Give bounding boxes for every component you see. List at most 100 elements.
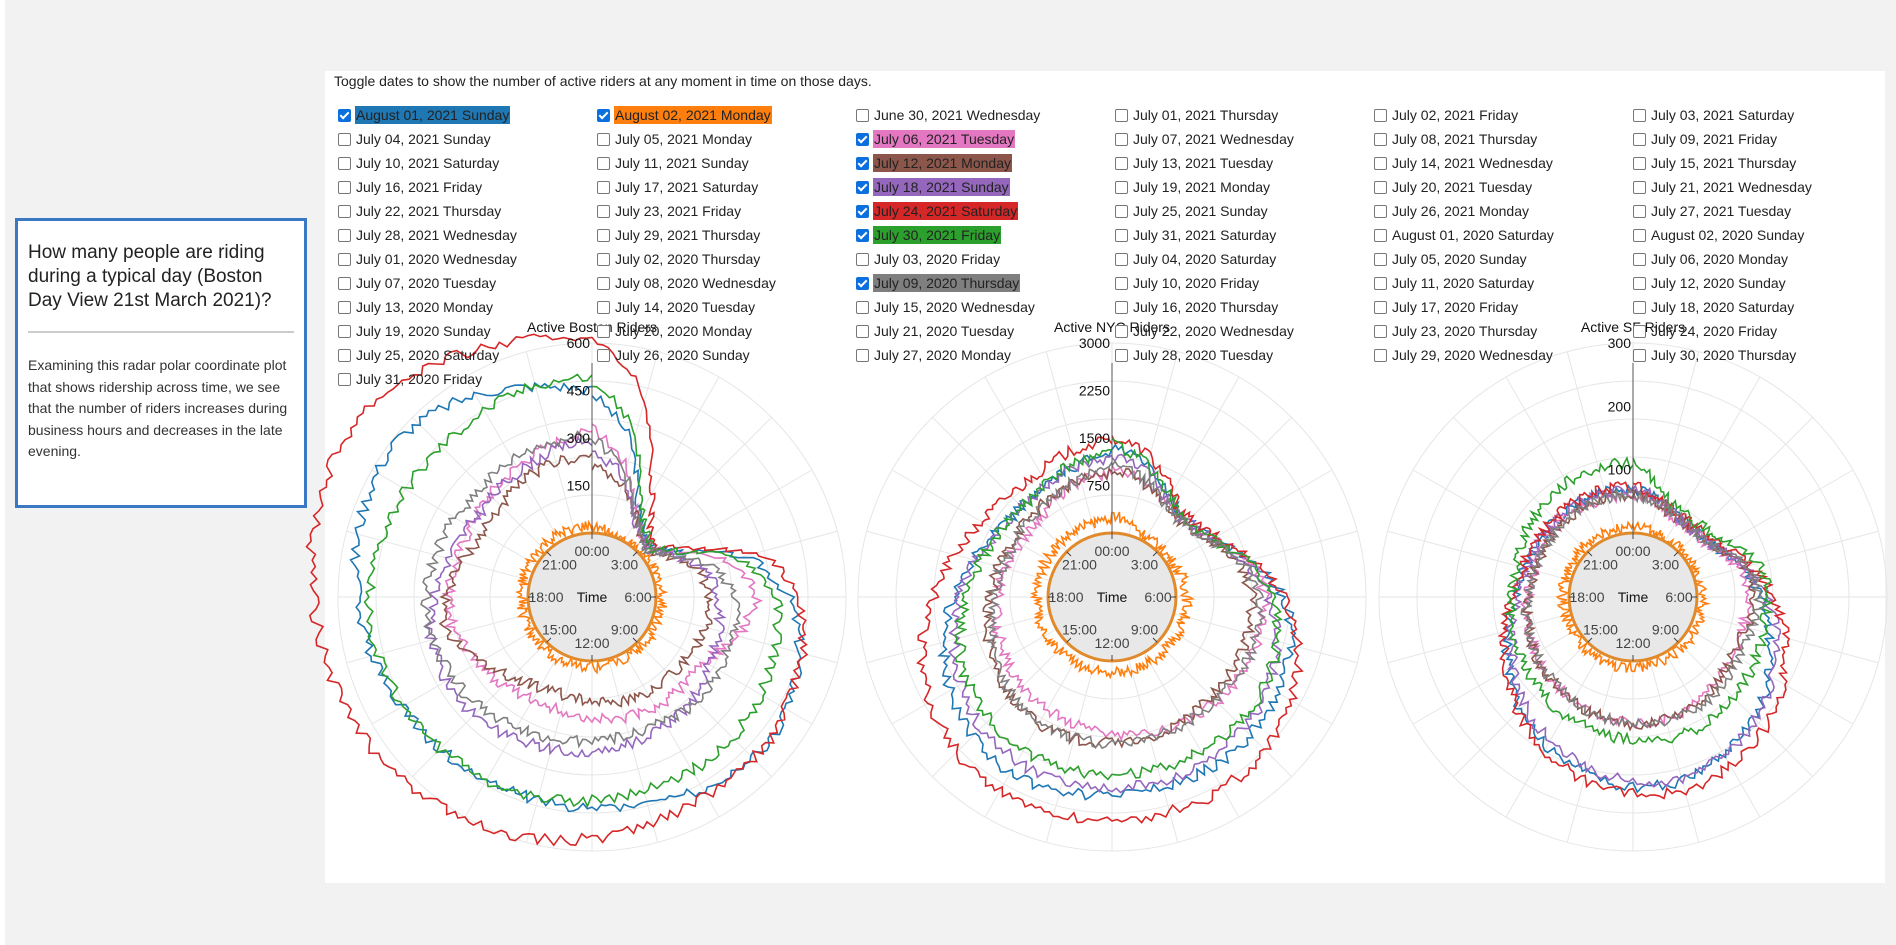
checkbox-checked[interactable]: [856, 228, 869, 242]
date-toggle[interactable]: August 02, 2021 Monday: [597, 103, 856, 127]
date-toggle[interactable]: July 29, 2020 Wednesday: [1374, 343, 1633, 367]
checkbox[interactable]: [338, 324, 351, 338]
date-toggle[interactable]: July 28, 2020 Tuesday: [1115, 343, 1374, 367]
date-toggle[interactable]: July 09, 2020 Thursday: [856, 271, 1115, 295]
checkbox[interactable]: [1633, 156, 1646, 170]
checkbox[interactable]: [597, 132, 610, 146]
checkbox[interactable]: [597, 324, 610, 338]
date-toggle[interactable]: July 09, 2021 Friday: [1633, 127, 1892, 151]
date-toggle[interactable]: July 29, 2021 Thursday: [597, 223, 856, 247]
date-toggle[interactable]: July 30, 2020 Thursday: [1633, 343, 1892, 367]
checkbox[interactable]: [856, 348, 869, 362]
checkbox[interactable]: [1374, 132, 1387, 146]
checkbox[interactable]: [1374, 228, 1387, 242]
date-toggle[interactable]: July 28, 2021 Wednesday: [338, 223, 597, 247]
checkbox[interactable]: [597, 156, 610, 170]
checkbox-checked[interactable]: [856, 204, 869, 218]
date-toggle[interactable]: July 13, 2021 Tuesday: [1115, 151, 1374, 175]
date-toggle[interactable]: July 15, 2021 Thursday: [1633, 151, 1892, 175]
date-toggle[interactable]: July 20, 2020 Monday: [597, 319, 856, 343]
date-toggle[interactable]: July 15, 2020 Wednesday: [856, 295, 1115, 319]
checkbox[interactable]: [1115, 300, 1128, 314]
date-toggle[interactable]: August 01, 2020 Saturday: [1374, 223, 1633, 247]
date-toggle[interactable]: July 23, 2021 Friday: [597, 199, 856, 223]
checkbox[interactable]: [338, 204, 351, 218]
checkbox[interactable]: [597, 180, 610, 194]
checkbox[interactable]: [1374, 204, 1387, 218]
checkbox[interactable]: [338, 180, 351, 194]
checkbox[interactable]: [1633, 228, 1646, 242]
checkbox[interactable]: [1633, 252, 1646, 266]
checkbox[interactable]: [338, 156, 351, 170]
checkbox[interactable]: [856, 300, 869, 314]
checkbox[interactable]: [1633, 180, 1646, 194]
date-toggle[interactable]: July 17, 2020 Friday: [1374, 295, 1633, 319]
date-toggle[interactable]: July 01, 2020 Wednesday: [338, 247, 597, 271]
date-toggle[interactable]: July 20, 2021 Tuesday: [1374, 175, 1633, 199]
date-toggle[interactable]: August 01, 2021 Sunday: [338, 103, 597, 127]
date-toggle[interactable]: July 07, 2020 Tuesday: [338, 271, 597, 295]
date-toggle[interactable]: July 19, 2020 Sunday: [338, 319, 597, 343]
checkbox[interactable]: [597, 228, 610, 242]
date-toggle[interactable]: July 07, 2021 Wednesday: [1115, 127, 1374, 151]
date-toggle[interactable]: July 04, 2021 Sunday: [338, 127, 597, 151]
checkbox-checked[interactable]: [338, 108, 351, 122]
checkbox[interactable]: [1374, 180, 1387, 194]
checkbox[interactable]: [597, 252, 610, 266]
date-toggle[interactable]: July 18, 2020 Saturday: [1633, 295, 1892, 319]
checkbox[interactable]: [1633, 132, 1646, 146]
checkbox[interactable]: [1633, 348, 1646, 362]
date-toggle[interactable]: July 11, 2021 Sunday: [597, 151, 856, 175]
date-toggle[interactable]: July 31, 2021 Saturday: [1115, 223, 1374, 247]
checkbox[interactable]: [1374, 276, 1387, 290]
checkbox[interactable]: [1633, 324, 1646, 338]
date-toggle[interactable]: July 23, 2020 Thursday: [1374, 319, 1633, 343]
checkbox[interactable]: [597, 276, 610, 290]
date-toggle[interactable]: July 04, 2020 Saturday: [1115, 247, 1374, 271]
date-toggle[interactable]: July 17, 2021 Saturday: [597, 175, 856, 199]
checkbox[interactable]: [338, 132, 351, 146]
checkbox[interactable]: [1374, 156, 1387, 170]
date-toggle[interactable]: July 11, 2020 Saturday: [1374, 271, 1633, 295]
date-toggle[interactable]: July 06, 2021 Tuesday: [856, 127, 1115, 151]
checkbox[interactable]: [1115, 180, 1128, 194]
date-toggle[interactable]: July 12, 2020 Sunday: [1633, 271, 1892, 295]
date-toggle[interactable]: July 21, 2021 Wednesday: [1633, 175, 1892, 199]
date-toggle[interactable]: July 16, 2021 Friday: [338, 175, 597, 199]
date-toggle[interactable]: July 03, 2021 Saturday: [1633, 103, 1892, 127]
date-toggle[interactable]: July 30, 2021 Friday: [856, 223, 1115, 247]
date-toggle[interactable]: July 10, 2021 Saturday: [338, 151, 597, 175]
date-toggle[interactable]: July 27, 2020 Monday: [856, 343, 1115, 367]
checkbox[interactable]: [1633, 300, 1646, 314]
checkbox-checked[interactable]: [856, 276, 869, 290]
date-toggle[interactable]: August 02, 2020 Sunday: [1633, 223, 1892, 247]
date-toggle[interactable]: July 25, 2020 Saturday: [338, 343, 597, 367]
date-toggle[interactable]: July 03, 2020 Friday: [856, 247, 1115, 271]
checkbox[interactable]: [1374, 348, 1387, 362]
date-toggle[interactable]: July 18, 2021 Sunday: [856, 175, 1115, 199]
checkbox[interactable]: [1115, 228, 1128, 242]
checkbox[interactable]: [856, 324, 869, 338]
date-toggle[interactable]: July 26, 2021 Monday: [1374, 199, 1633, 223]
checkbox[interactable]: [597, 300, 610, 314]
date-toggle[interactable]: July 13, 2020 Monday: [338, 295, 597, 319]
date-toggle[interactable]: July 24, 2020 Friday: [1633, 319, 1892, 343]
date-toggle[interactable]: July 14, 2021 Wednesday: [1374, 151, 1633, 175]
checkbox[interactable]: [1374, 300, 1387, 314]
date-toggle[interactable]: July 14, 2020 Tuesday: [597, 295, 856, 319]
checkbox-checked[interactable]: [856, 156, 869, 170]
date-toggle[interactable]: July 31, 2020 Friday: [338, 367, 597, 391]
date-toggle[interactable]: July 16, 2020 Thursday: [1115, 295, 1374, 319]
date-toggle[interactable]: July 24, 2021 Saturday: [856, 199, 1115, 223]
date-toggle[interactable]: July 02, 2020 Thursday: [597, 247, 856, 271]
date-toggle[interactable]: July 06, 2020 Monday: [1633, 247, 1892, 271]
checkbox[interactable]: [338, 252, 351, 266]
checkbox[interactable]: [856, 108, 869, 122]
date-toggle[interactable]: July 05, 2020 Sunday: [1374, 247, 1633, 271]
date-toggle[interactable]: July 22, 2021 Thursday: [338, 199, 597, 223]
checkbox[interactable]: [1115, 252, 1128, 266]
checkbox[interactable]: [597, 348, 610, 362]
date-toggle[interactable]: July 08, 2021 Thursday: [1374, 127, 1633, 151]
checkbox[interactable]: [1115, 324, 1128, 338]
checkbox[interactable]: [338, 348, 351, 362]
